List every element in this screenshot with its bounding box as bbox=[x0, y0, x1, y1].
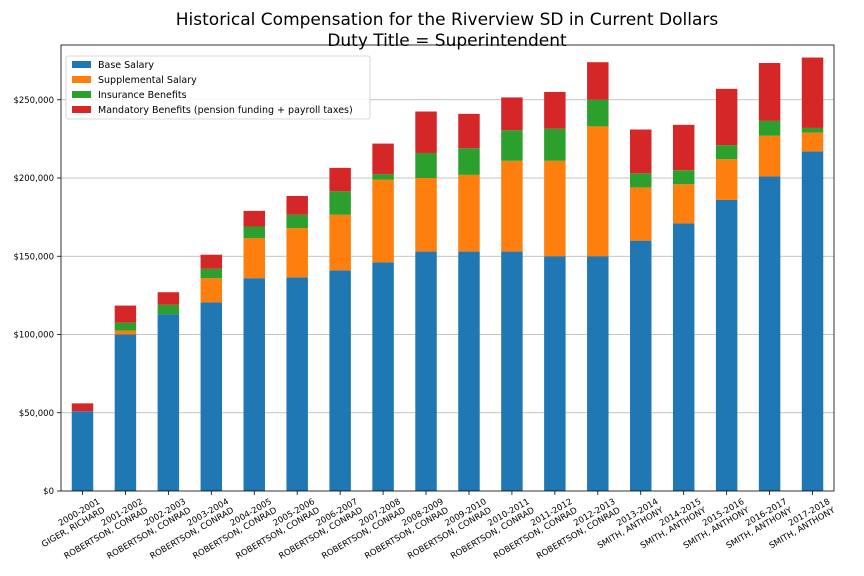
legend-swatch bbox=[72, 106, 91, 113]
bar-segment-insurance bbox=[501, 130, 523, 161]
bar-segment-base bbox=[801, 151, 824, 491]
y-tick-label: $250,000 bbox=[13, 96, 54, 106]
bar-segment-base bbox=[71, 411, 94, 491]
chart-subtitle: Duty Title = Superintendent bbox=[327, 31, 567, 51]
bar-segment-insurance bbox=[157, 304, 180, 315]
bar-segment-base bbox=[372, 262, 394, 491]
bar-segment-supplemental bbox=[715, 159, 738, 200]
bar-segment-mandatory bbox=[114, 305, 137, 323]
bar-segment-base bbox=[544, 256, 566, 491]
bar-segment-supplemental bbox=[801, 132, 824, 152]
bar-segment-mandatory bbox=[200, 254, 223, 269]
legend: Base Salary Supplemental Salary Insurance … bbox=[65, 55, 371, 120]
bars bbox=[71, 57, 824, 491]
bar-segment-mandatory bbox=[715, 88, 738, 146]
bar-segment-supplemental bbox=[114, 330, 137, 335]
bar-segment-supplemental bbox=[329, 214, 351, 271]
bar-segment-mandatory bbox=[801, 57, 824, 128]
bar-segment-supplemental bbox=[200, 278, 223, 303]
bar-segment-base bbox=[587, 256, 609, 491]
bar-segment-supplemental bbox=[458, 174, 480, 252]
bar-segment-mandatory bbox=[587, 62, 609, 100]
y-tick-label: $150,000 bbox=[13, 252, 54, 262]
bar-segment-mandatory bbox=[672, 124, 695, 171]
bar-segment-base bbox=[501, 251, 523, 491]
bar-segment-mandatory bbox=[71, 403, 94, 412]
bar-segment-mandatory bbox=[372, 143, 394, 175]
bar-segment-mandatory bbox=[157, 292, 180, 305]
bar-segment-supplemental bbox=[672, 184, 695, 224]
bar-segment-supplemental bbox=[758, 135, 781, 177]
bar-segment-insurance bbox=[672, 170, 695, 185]
legend-label: Base Salary bbox=[98, 60, 154, 71]
y-tick-label: $0 bbox=[43, 487, 54, 497]
bar-segment-mandatory bbox=[458, 113, 480, 149]
bar-segment-base bbox=[157, 314, 180, 491]
bar-segment-base bbox=[630, 240, 652, 491]
bar-segment-mandatory bbox=[415, 111, 437, 153]
y-tick-label: $100,000 bbox=[13, 331, 54, 341]
legend-swatch bbox=[72, 61, 91, 68]
bar-segment-insurance bbox=[458, 148, 480, 175]
bar-segment-base bbox=[329, 270, 351, 491]
bar-segment-mandatory bbox=[758, 62, 781, 121]
bar-segment-mandatory bbox=[329, 167, 351, 192]
legend-label: Insurance Benefits bbox=[98, 90, 187, 101]
x-axis-ticks: 2000-2001GIGER, RICHARD2001-2002ROBERTSO… bbox=[40, 491, 838, 562]
bar-segment-mandatory bbox=[286, 196, 308, 215]
bar-segment-supplemental bbox=[372, 179, 394, 263]
bar-segment-insurance bbox=[200, 268, 223, 279]
legend-label: Supplemental Salary bbox=[98, 75, 197, 86]
bar-segment-insurance bbox=[758, 120, 781, 136]
bar-segment-supplemental bbox=[501, 160, 523, 252]
bar-segment-insurance bbox=[243, 226, 265, 239]
bar-segment-mandatory bbox=[630, 129, 652, 174]
y-axis-ticks: $0 $50,000 $100,000 $150,000 $200,000 $250,00… bbox=[13, 96, 61, 497]
bar-segment-supplemental bbox=[544, 160, 566, 257]
legend-swatch bbox=[72, 76, 91, 83]
bar-segment-mandatory bbox=[243, 210, 265, 227]
bar-segment-insurance bbox=[415, 152, 437, 179]
bar-segment-insurance bbox=[329, 191, 351, 215]
bar-segment-supplemental bbox=[587, 126, 609, 257]
bar-segment-insurance bbox=[801, 127, 824, 133]
bar-segment-base bbox=[458, 251, 480, 491]
bar-segment-insurance bbox=[587, 99, 609, 127]
bar-segment-insurance bbox=[372, 174, 394, 180]
bar-segment-insurance bbox=[715, 145, 738, 160]
bar-segment-base bbox=[715, 199, 738, 491]
chart-title: Historical Compensation for the Rivervie… bbox=[176, 10, 719, 30]
bar-segment-insurance bbox=[114, 322, 137, 331]
bar-segment-insurance bbox=[286, 214, 308, 229]
bar-segment-base bbox=[758, 176, 781, 491]
bar-segment-base bbox=[200, 302, 223, 491]
bar-segment-mandatory bbox=[501, 97, 523, 131]
bar-segment-supplemental bbox=[630, 187, 652, 241]
y-tick-label: $50,000 bbox=[19, 409, 54, 419]
y-tick-label: $200,000 bbox=[13, 174, 54, 184]
bar-segment-base bbox=[243, 278, 265, 491]
bar-segment-base bbox=[672, 223, 695, 491]
bar-segment-base bbox=[415, 251, 437, 491]
bar-segment-base bbox=[114, 334, 137, 491]
legend-frame bbox=[65, 55, 371, 120]
bar-segment-supplemental bbox=[286, 228, 308, 278]
bar-segment-insurance bbox=[544, 128, 566, 161]
legend-swatch bbox=[72, 91, 91, 98]
bar-segment-base bbox=[286, 277, 308, 491]
bar-segment-insurance bbox=[630, 173, 652, 188]
bar-segment-mandatory bbox=[544, 91, 566, 129]
bar-segment-supplemental bbox=[415, 178, 437, 252]
plot-frame bbox=[60, 44, 835, 492]
legend-label: Mandatory Benefits (pension funding + pa… bbox=[98, 105, 353, 116]
bar-segment-supplemental bbox=[243, 238, 265, 279]
